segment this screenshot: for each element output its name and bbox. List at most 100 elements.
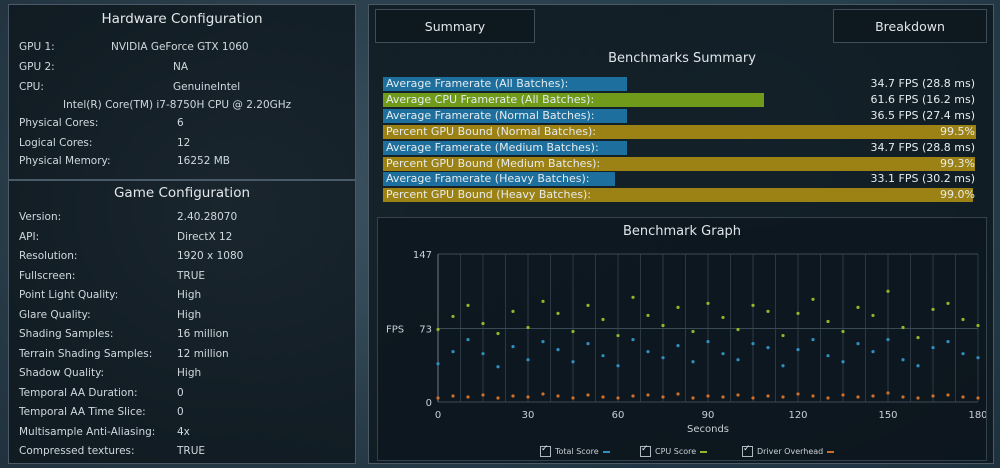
driver-overhead-point [481, 393, 485, 397]
y-tick-label: 147 [413, 250, 432, 261]
legend-cpu-score[interactable]: CPU Score [640, 444, 708, 457]
benchmark-value: 61.6 FPS (16.2 ms) [870, 92, 975, 106]
cpu-score-point [976, 323, 980, 328]
game-configuration-title: Game Configuration [113, 185, 251, 201]
benchmark-row: Average Framerate (Medium Batches): 34.7 … [383, 140, 979, 155]
total-score-point [616, 364, 620, 368]
total-score-point [796, 348, 800, 352]
tab-summary[interactable]: Summary [375, 9, 535, 43]
benchmark-value: 34.7 FPS (28.8 ms) [870, 77, 975, 90]
y-tick-label: 73 [419, 325, 432, 336]
benchmark-value: 36.5 FPS (27.4 ms) [870, 108, 975, 122]
total-score-point [841, 360, 845, 364]
cpu-score-point [721, 315, 725, 320]
benchmark-value: 34.7 FPS (28.8 ms) [870, 140, 975, 154]
game-setting-label: Temporal AA Duration: [19, 386, 138, 399]
physical-cores-value: 6 [177, 117, 184, 129]
game-setting-value: High [177, 308, 202, 321]
game-setting-value: TRUE [177, 445, 206, 457]
driver-overhead-point [616, 396, 620, 400]
cpu-score-point [616, 333, 620, 338]
cpu-score-point [691, 329, 695, 334]
game-setting-label: Temporal AA Time Slice: [19, 406, 146, 418]
total-score-point [946, 339, 950, 344]
physical-cores-label: Physical Cores: [19, 117, 99, 129]
total-score-point [631, 337, 635, 342]
driver-overhead-point [811, 394, 815, 398]
total-score-point [826, 354, 830, 358]
cpu-score-point [586, 303, 590, 307]
game-setting-label: Shading Samples: [19, 328, 114, 340]
logical-cores-value: 12 [177, 137, 191, 149]
cpu-score-point [871, 313, 875, 318]
total-score-checkbox[interactable] [540, 444, 551, 457]
driver-overhead-point [946, 393, 950, 397]
total-score-point [496, 365, 500, 369]
cpu-score-swatch [700, 450, 708, 453]
driver-overhead-point [721, 395, 725, 399]
benchmark-value: 33.1 FPS (30.2 ms) [870, 172, 975, 186]
driver-overhead-point [871, 394, 875, 398]
driver-overhead-swatch [827, 450, 835, 453]
cpu-score-point [796, 311, 800, 316]
tab-breakdown[interactable]: Breakdown [833, 9, 987, 43]
total-score-point [766, 346, 770, 350]
driver-overhead-point [646, 393, 650, 397]
cpu-score-point [826, 319, 830, 324]
total-score-point [916, 364, 920, 368]
benchmark-row: Average Framerate (Heavy Batches): 33.1 F… [383, 172, 979, 187]
x-tick-label: 90 [702, 410, 715, 421]
cpu-score-point [556, 311, 560, 316]
game-setting-value: TRUE [177, 269, 206, 282]
x-axis-label: Seconds [687, 424, 729, 435]
benchmark-graph: Benchmark Graph 0 73 147 FPS 0 30 60 90 120 150 18… [377, 217, 987, 461]
driver-overhead-point [976, 396, 980, 400]
benchmark-bar [383, 172, 616, 187]
total-score-point [931, 346, 935, 350]
game-setting-value: High [177, 289, 202, 301]
total-score-point [706, 339, 710, 344]
total-score-point [646, 350, 650, 354]
total-score-point [721, 352, 725, 356]
cpu-score-point [451, 314, 455, 319]
total-score-point [436, 362, 440, 366]
cpu-score-point [841, 329, 845, 334]
cpu-score-point [601, 317, 605, 322]
benchmark-bar [383, 140, 628, 155]
benchmark-value: 99.3% [940, 156, 975, 170]
cpu-score-checkbox[interactable] [640, 444, 651, 457]
cpu-score-point [511, 309, 515, 313]
legend-total-score-label: Total Score [555, 447, 599, 456]
total-score-point [481, 352, 485, 356]
cpu-score-point [541, 299, 545, 303]
legend-cpu-score-label: CPU Score [655, 447, 697, 456]
gpu1-value: NVIDIA GeForce GTX 1060 [111, 41, 249, 53]
driver-overhead-checkbox[interactable] [742, 444, 753, 457]
benchmark-value: 99.5% [940, 124, 975, 138]
game-setting-value: 4x [177, 425, 190, 438]
cpu-score-point [961, 317, 965, 322]
game-setting-value: 12 million [177, 347, 229, 360]
total-score-point [541, 339, 545, 344]
total-score-point [856, 342, 860, 346]
benchmark-graph-title: Benchmark Graph [622, 224, 742, 239]
gpu2-value: NA [173, 61, 189, 73]
game-setting-label: API: [19, 230, 40, 243]
legend-driver-overhead[interactable]: Driver Overhead [742, 444, 835, 457]
logical-cores-label: Logical Cores: [19, 137, 93, 149]
x-tick-label: 0 [435, 410, 441, 421]
gpu1-label: GPU 1: [19, 41, 55, 53]
y-tick-label: 0 [426, 398, 432, 409]
total-score-point [661, 356, 665, 360]
cpu-score-point [901, 325, 905, 330]
physical-memory-label: Physical Memory: [19, 155, 111, 167]
legend-total-score[interactable]: Total Score [540, 444, 610, 457]
driver-overhead-point [886, 391, 890, 395]
driver-overhead-point [901, 395, 905, 399]
cpu-score-point [661, 323, 665, 328]
cpu-score-point [811, 297, 815, 301]
benchmark-bar [383, 92, 765, 107]
driver-overhead-point [526, 395, 530, 399]
cpu-score-point [886, 289, 890, 293]
benchmark-label: Average Framerate (All Batches): [386, 77, 569, 90]
